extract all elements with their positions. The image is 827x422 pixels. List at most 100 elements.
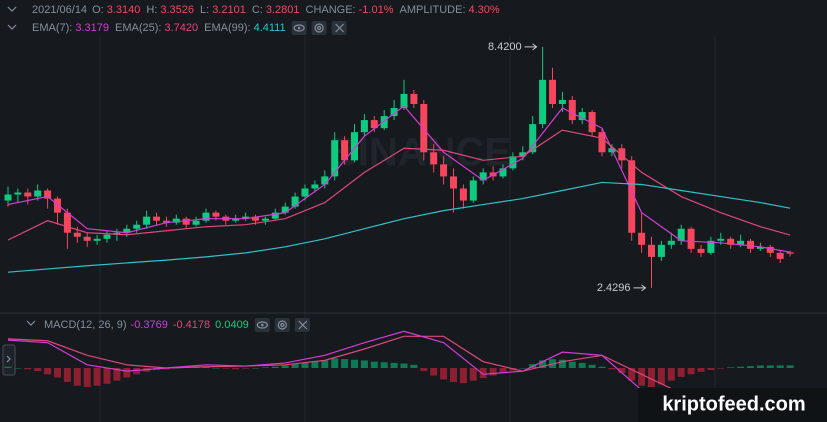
candle-body xyxy=(242,216,250,219)
candle-body xyxy=(430,152,438,165)
candle-body xyxy=(341,140,349,161)
macd-histogram-bar xyxy=(252,367,259,369)
macd-histogram-bar xyxy=(598,366,606,368)
macd-histogram-bar xyxy=(578,362,586,368)
candle-body xyxy=(440,164,448,177)
macd-histogram-bar xyxy=(271,366,279,368)
hist-legend-value: 0.0409 xyxy=(215,319,249,331)
candle-body xyxy=(657,244,665,257)
collapse-toggle[interactable] xyxy=(7,6,17,12)
macd-histogram-bar xyxy=(489,367,497,376)
macd-histogram-bar xyxy=(360,360,368,368)
macd-histogram-bar xyxy=(776,365,784,368)
candle-body xyxy=(697,248,705,253)
macd-histogram-bar xyxy=(558,359,566,368)
macd-histogram-bar xyxy=(4,366,12,368)
macd-histogram-bar xyxy=(281,365,289,368)
candle-body xyxy=(212,212,220,217)
macd-histogram-bar xyxy=(430,367,438,376)
candle-body xyxy=(291,196,299,207)
macd-histogram-bar xyxy=(162,367,170,370)
candle-body xyxy=(331,140,339,177)
macd-histogram-bar xyxy=(54,367,61,378)
field-value: 4.30% xyxy=(469,4,500,16)
field-label: CHANGE: xyxy=(306,4,356,16)
candle-body xyxy=(628,160,636,233)
macd-histogram-bar xyxy=(618,367,626,374)
field-value: 3.3140 xyxy=(107,4,141,16)
collapse-toggle[interactable] xyxy=(7,24,17,30)
macd-histogram-bar xyxy=(657,367,665,385)
candle-body xyxy=(410,93,418,104)
macd-histogram-bar xyxy=(519,367,527,369)
macd-histogram-bar xyxy=(677,367,685,377)
site-watermark: kriptofeed.com xyxy=(662,393,805,415)
eye-icon xyxy=(297,26,301,30)
macd-histogram-bar xyxy=(202,366,210,368)
macd-histogram-bar xyxy=(370,361,378,368)
macd-histogram-bar xyxy=(727,367,735,368)
close-icon xyxy=(298,320,308,330)
annotation-label: 2.4296 xyxy=(597,282,631,294)
macd-histogram-bar xyxy=(103,367,111,384)
close-icon xyxy=(335,23,345,33)
candle-body xyxy=(677,228,685,241)
macd-histogram-bar xyxy=(588,364,596,368)
macd-histogram-bar xyxy=(232,367,240,370)
exchange-watermark: BINANCE xyxy=(329,131,511,175)
candle-body xyxy=(311,184,319,189)
macd-histogram-bar xyxy=(133,367,141,375)
legend-label: EMA(99): xyxy=(204,22,250,34)
candle-body xyxy=(34,190,42,197)
macd-histogram-bar xyxy=(459,367,467,384)
macd-histogram-bar xyxy=(697,367,705,372)
indicator-button[interactable] xyxy=(311,21,327,35)
candle-body xyxy=(747,240,754,249)
legend-value: 3.7420 xyxy=(164,22,198,34)
macd-histogram-bar xyxy=(756,365,764,368)
macd-histogram-bar xyxy=(331,358,339,368)
macd-histogram-bar xyxy=(341,359,349,368)
macd-histogram-bar xyxy=(44,367,52,375)
candle-body xyxy=(271,212,279,219)
candle-body xyxy=(4,194,12,201)
macd-histogram-bar xyxy=(667,367,675,381)
field-value: 3.3526 xyxy=(160,4,194,16)
candle-body xyxy=(380,116,388,129)
candle-body xyxy=(737,240,745,245)
macd-histogram-bar xyxy=(628,367,636,381)
candle-body xyxy=(252,216,259,221)
macd-histogram-bar xyxy=(499,367,507,374)
candle-body xyxy=(400,93,408,109)
settings-icon xyxy=(277,320,287,330)
macd-histogram-bar xyxy=(380,362,388,368)
candle-body xyxy=(143,216,151,225)
candle-body xyxy=(103,234,111,239)
candle-body xyxy=(390,108,398,117)
candle-body xyxy=(598,132,606,153)
candle-body xyxy=(479,172,487,181)
candle-body xyxy=(93,238,101,241)
macd-histogram-bar xyxy=(420,367,428,372)
candle-body xyxy=(766,246,774,253)
legend-value: 4.4111 xyxy=(254,22,286,34)
candle-body xyxy=(519,152,527,157)
indicator-button[interactable] xyxy=(274,318,290,332)
macd-histogram-bar xyxy=(648,367,655,387)
collapse-toggle[interactable] xyxy=(26,320,36,326)
signal-line xyxy=(7,335,791,396)
field-label: C: xyxy=(252,4,263,16)
macd-histogram-bar xyxy=(261,367,269,368)
field-value: -1.01% xyxy=(359,4,394,16)
candle-body xyxy=(539,79,547,125)
macd-histogram-bar xyxy=(14,367,22,369)
settings-icon xyxy=(317,25,322,31)
candle-body xyxy=(370,120,378,129)
macd-histogram-bar xyxy=(766,365,774,368)
candle-body xyxy=(172,218,180,223)
macd-histogram-bar xyxy=(242,367,250,369)
side-panel-arrow xyxy=(6,355,11,363)
legend-label: EMA(7): xyxy=(32,22,72,34)
macd-histogram-bar xyxy=(747,366,754,368)
annotation-arrow xyxy=(633,284,647,292)
